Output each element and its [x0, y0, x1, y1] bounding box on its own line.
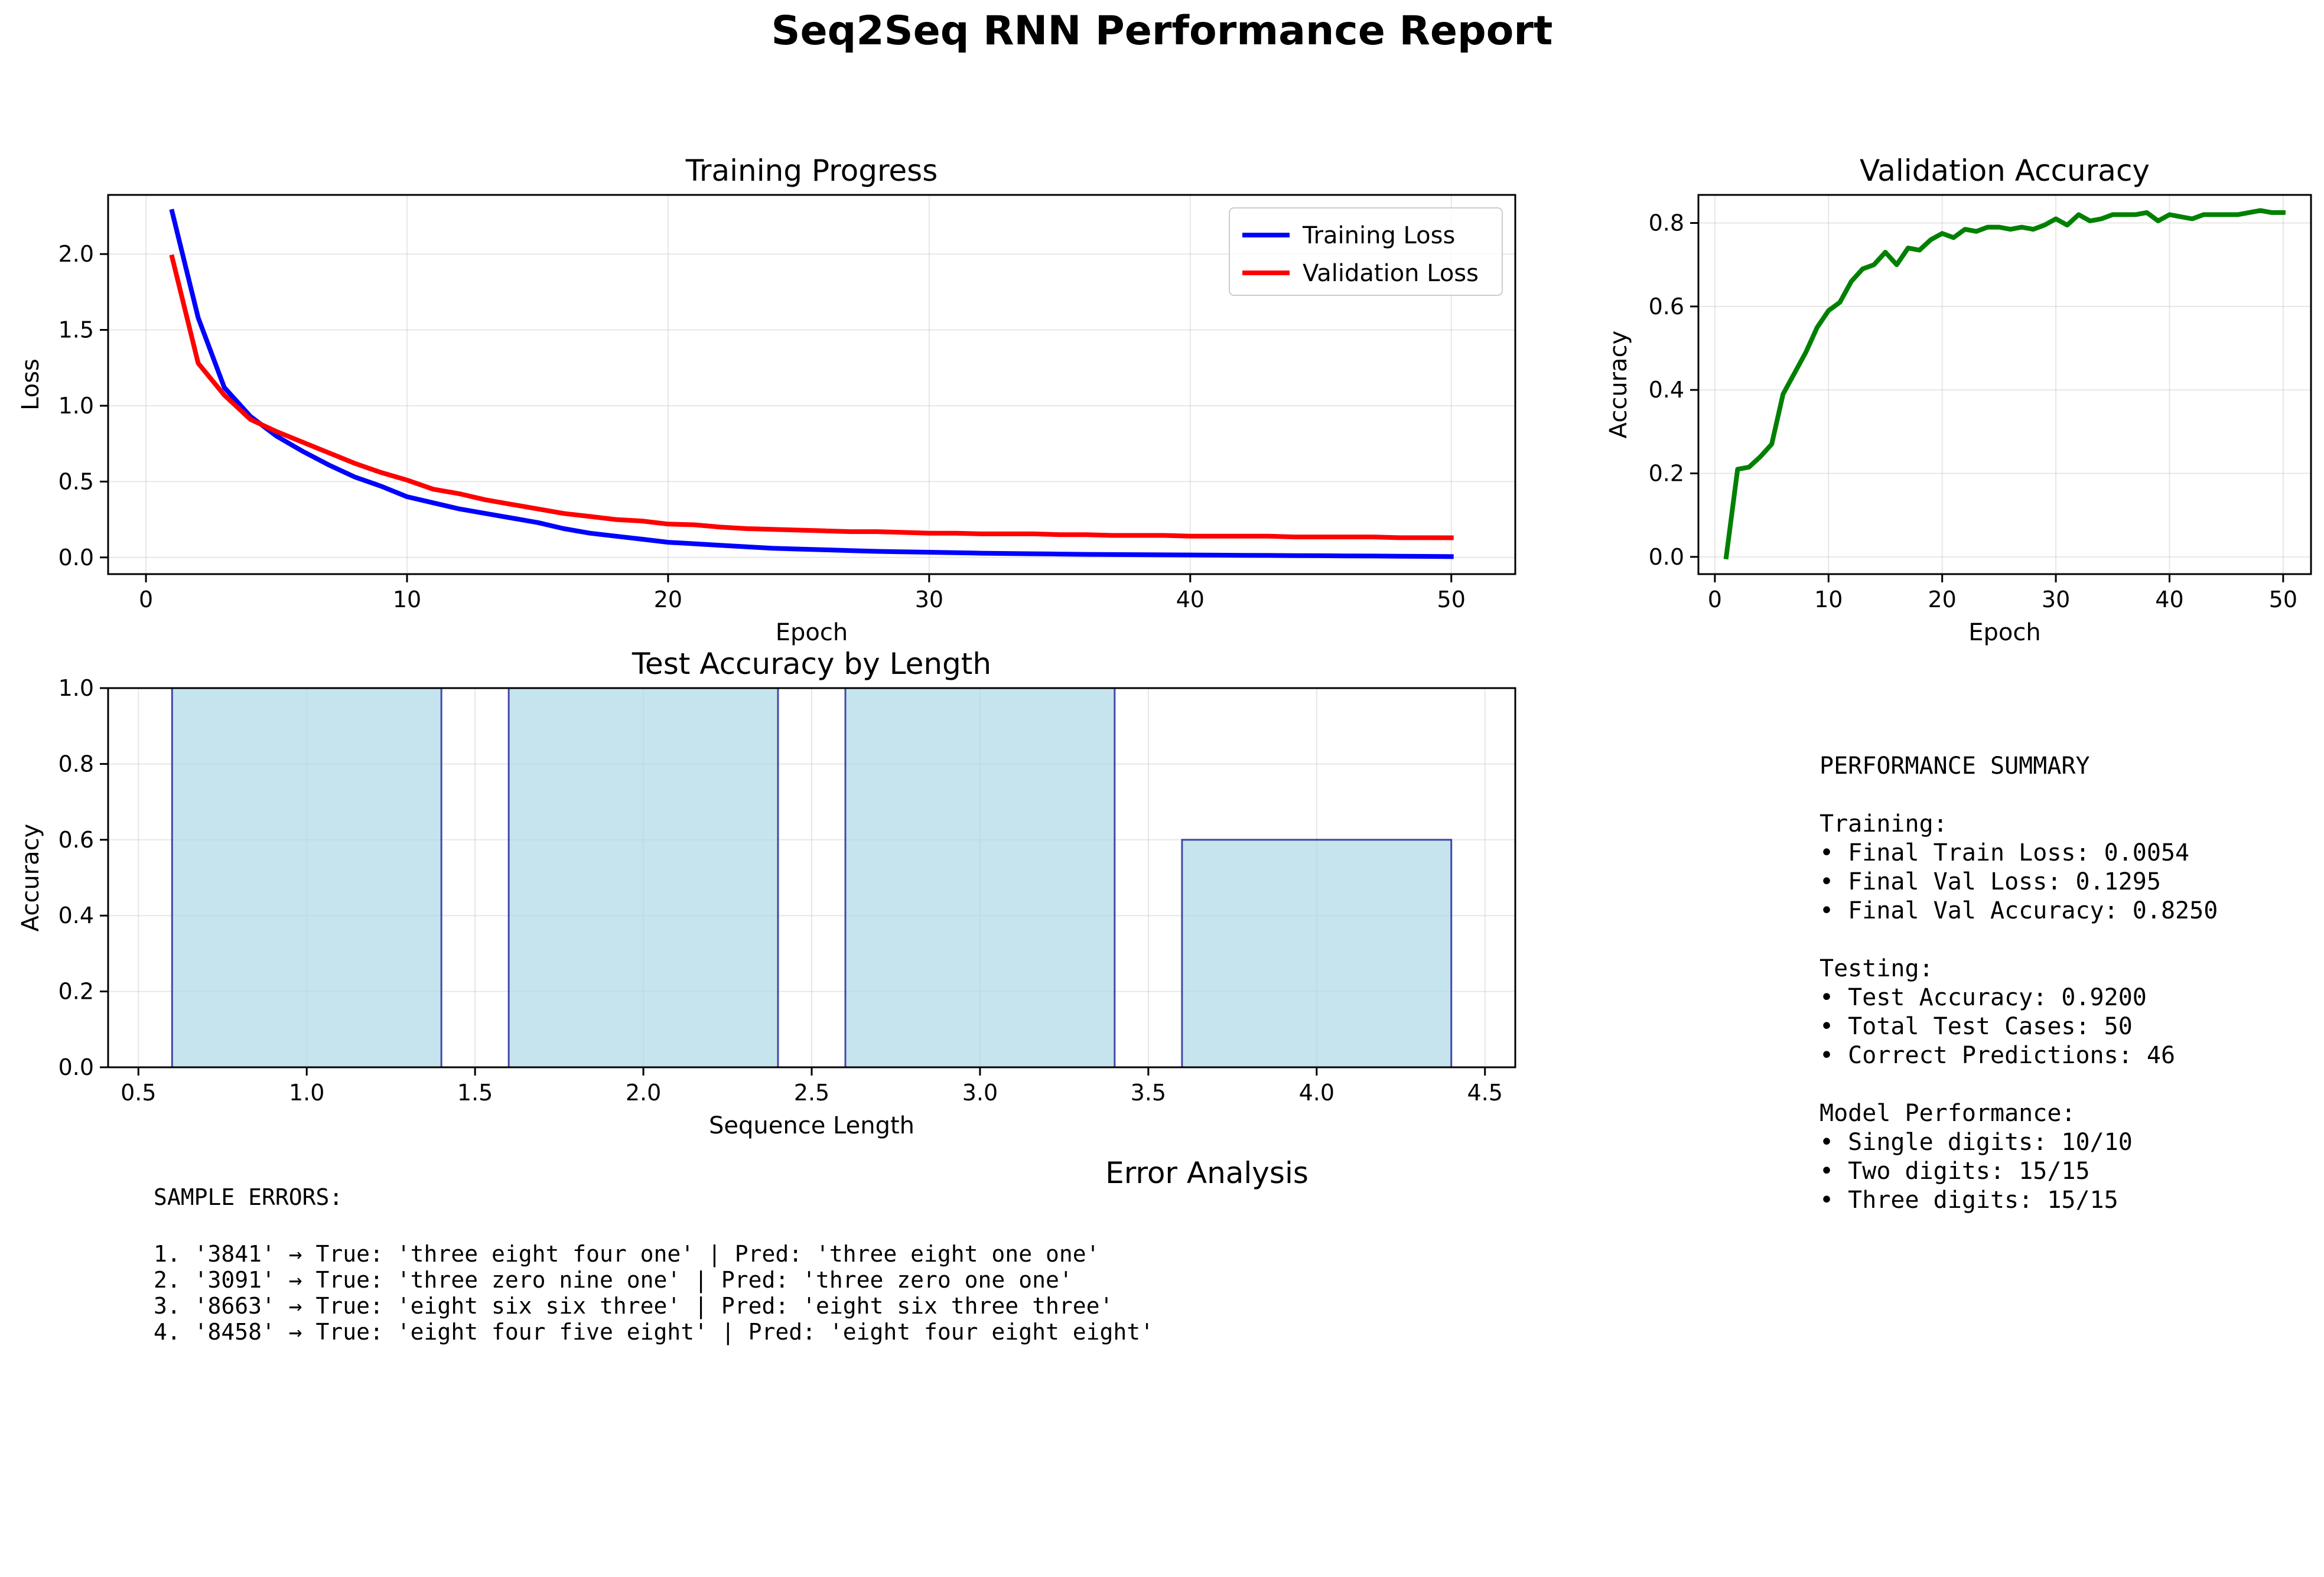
x-tick-label: 1.5: [457, 1080, 493, 1106]
series-line-0: [1723, 208, 2286, 560]
y-tick-label: 0.0: [58, 545, 94, 571]
y-tick-label: 1.0: [58, 393, 94, 419]
bar: [1181, 839, 1453, 1068]
x-tick-label: 2.5: [794, 1080, 829, 1106]
chart-title: Test Accuracy by Length: [632, 647, 991, 681]
validation-accuracy-panel: 0 10 20 30 40 50 0.0 0.2 0.4 0.6 0.8 Validation Acc…: [1605, 154, 2312, 646]
x-tick-label: 50: [1437, 587, 1466, 612]
y-tick-label: 0.5: [58, 468, 94, 494]
legend-label: Validation Loss: [1303, 260, 1479, 287]
test-accuracy-by-length-panel: 0.5 1.0 1.5 2.0 2.5 3.0 3.5 4.0 4.5 0.0 0.2 0.4 0.6 0…: [17, 647, 1516, 1139]
bar: [171, 687, 442, 1068]
training-progress-panel: 0 10 20 30 40 50 0.0 0.5 1.0 1.5 2.0 Training Progr…: [17, 154, 1516, 646]
chart-title: Training Progress: [685, 154, 938, 188]
x-tick-label: 0.5: [121, 1080, 156, 1106]
x-tick-label: 3.5: [1131, 1080, 1166, 1106]
summary-line: • Test Accuracy: 0.9200: [1820, 984, 2147, 1011]
series-line-1: [169, 254, 1454, 540]
y-tick-label: 0.0: [58, 1054, 94, 1080]
x-tick-label: 4.5: [1467, 1080, 1502, 1106]
y-tick-label: 0.0: [1649, 544, 1684, 570]
bar: [844, 687, 1116, 1068]
summary-line: • Single digits: 10/10: [1820, 1129, 2133, 1156]
y-tick-label: 0.2: [58, 979, 94, 1005]
performance-summary-panel: PERFORMANCE SUMMARY Training: • Final Tr…: [1820, 752, 2232, 1214]
legend-label: Training Loss: [1302, 222, 1455, 249]
x-tick-label: 20: [1928, 587, 1957, 612]
sample-errors-text: SAMPLE ERRORS: 1. '3841' → True: 'three …: [154, 1184, 1154, 1345]
y-axis-label: Loss: [17, 359, 44, 410]
performance-summary-text: PERFORMANCE SUMMARY Training: • Final Tr…: [1820, 752, 2232, 1214]
x-axis-label: Sequence Length: [709, 1112, 914, 1139]
figure-title: Seq2Seq RNN Performance Report: [772, 8, 1553, 54]
x-tick-label: 50: [2269, 587, 2297, 612]
y-tick-label: 0.6: [1649, 294, 1684, 320]
series-line-0: [169, 208, 1454, 559]
summary-line: • Two digits: 15/15: [1820, 1158, 2090, 1185]
y-tick-label: 0.2: [1649, 461, 1684, 487]
summary-line: • Correct Predictions: 46: [1820, 1042, 2175, 1069]
summary-line: • Final Train Loss: 0.0054: [1820, 839, 2189, 866]
error-line: 2. '3091' → True: 'three zero nine one' …: [154, 1267, 1073, 1293]
summary-line: • Final Val Loss: 0.1295: [1820, 868, 2161, 895]
summary-line: • Final Val Accuracy: 0.8250: [1820, 897, 2218, 924]
y-tick-label: 0.8: [1649, 210, 1684, 236]
x-tick-label: 20: [654, 587, 682, 612]
bar: [507, 687, 779, 1068]
x-tick-label: 40: [1176, 587, 1205, 612]
y-tick-label: 0.8: [58, 751, 94, 777]
summary-line: • Three digits: 15/15: [1820, 1187, 2118, 1214]
error-line: SAMPLE ERRORS:: [154, 1184, 343, 1210]
y-tick-label: 0.4: [58, 902, 94, 928]
y-axis-label: Accuracy: [17, 824, 44, 932]
chart-title: Validation Accuracy: [1860, 154, 2150, 188]
y-tick-label: 1.0: [58, 675, 94, 701]
error-line: 1. '3841' → True: 'three eight four one'…: [154, 1241, 1099, 1268]
y-axis-label: Accuracy: [1605, 331, 1632, 439]
x-tick-label: 2.0: [626, 1080, 661, 1106]
plot-frame: [1697, 194, 2312, 575]
legend: Training Loss Validation Loss: [1229, 207, 1503, 296]
x-tick-label: 40: [2155, 587, 2183, 612]
x-tick-label: 3.0: [962, 1080, 998, 1106]
x-tick-label: 0: [1708, 587, 1722, 612]
x-tick-label: 10: [1814, 587, 1843, 612]
x-tick-label: 4.0: [1299, 1080, 1334, 1106]
plot-frame: [107, 194, 1516, 575]
x-tick-label: 30: [2042, 587, 2070, 612]
summary-line: Testing:: [1820, 955, 1934, 982]
summary-line: Model Performance:: [1820, 1100, 2075, 1127]
y-tick-label: 0.6: [58, 827, 94, 853]
summary-line: Training:: [1820, 810, 1948, 838]
summary-line: PERFORMANCE SUMMARY: [1820, 752, 2090, 780]
y-tick-label: 1.5: [58, 317, 94, 343]
summary-line: • Total Test Cases: 50: [1820, 1013, 2133, 1040]
y-tick-label: 0.4: [1649, 377, 1684, 403]
x-tick-label: 1.0: [289, 1080, 324, 1106]
x-axis-label: Epoch: [1968, 619, 2040, 646]
y-tick-label: 2.0: [58, 241, 94, 267]
error-line: 3. '8663' → True: 'eight six six three' …: [154, 1293, 1113, 1319]
x-tick-label: 0: [139, 587, 153, 612]
error-analysis-panel: Error Analysis SAMPLE ERRORS: 1. '3841' …: [154, 1156, 1309, 1345]
x-axis-label: Epoch: [776, 619, 848, 646]
error-line: 4. '8458' → True: 'eight four five eight…: [154, 1319, 1154, 1345]
x-tick-label: 30: [915, 587, 943, 612]
error-analysis-title: Error Analysis: [1105, 1156, 1309, 1190]
legend-box: [1229, 207, 1503, 296]
x-tick-label: 10: [393, 587, 421, 612]
